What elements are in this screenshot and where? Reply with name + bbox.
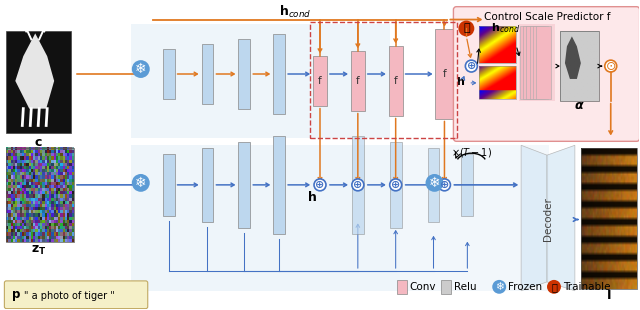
Bar (479, 26, 516, 63)
Circle shape (390, 179, 402, 191)
Text: Relu: Relu (454, 282, 477, 292)
Polygon shape (399, 145, 549, 291)
Circle shape (314, 179, 326, 191)
Bar (581, 148, 637, 289)
Text: Conv: Conv (410, 282, 436, 292)
Text: $\mathbf{z_T}$: $\mathbf{z_T}$ (31, 244, 46, 257)
Polygon shape (131, 145, 399, 291)
Circle shape (547, 280, 561, 294)
Bar (524, 26, 538, 99)
Text: ⊙: ⊙ (605, 60, 616, 73)
Polygon shape (565, 36, 581, 79)
Text: f: f (443, 69, 446, 79)
Bar (6, 148, 74, 242)
FancyBboxPatch shape (4, 281, 148, 309)
Bar (442, 280, 451, 294)
Text: ❄: ❄ (495, 282, 504, 292)
Bar (6, 31, 71, 133)
Text: f: f (318, 76, 322, 86)
Text: 🔥: 🔥 (551, 282, 557, 292)
Bar (533, 26, 548, 99)
Bar (202, 44, 214, 104)
Bar (527, 26, 541, 99)
Bar (461, 154, 474, 215)
Bar (352, 136, 364, 234)
Text: $\mathbf{p}$: $\mathbf{p}$ (12, 289, 21, 303)
Bar (435, 29, 453, 118)
Bar (238, 39, 250, 108)
Bar (273, 34, 285, 113)
Text: ⊕: ⊕ (316, 180, 324, 190)
Circle shape (132, 60, 150, 78)
Bar (428, 148, 440, 222)
Text: " a photo of tiger ": " a photo of tiger " (24, 291, 115, 301)
Text: Decoder: Decoder (543, 197, 553, 241)
Bar (397, 280, 406, 294)
Circle shape (605, 60, 617, 72)
Text: $\boldsymbol{\alpha}$: $\boldsymbol{\alpha}$ (573, 99, 584, 112)
Bar (530, 26, 545, 99)
Text: f: f (356, 76, 360, 86)
Bar (310, 21, 458, 138)
Bar (163, 154, 175, 215)
Bar (238, 142, 250, 228)
Text: $\times(T-1)$: $\times(T-1)$ (451, 146, 492, 159)
Bar (560, 31, 599, 101)
Bar (202, 148, 214, 222)
Text: ❄: ❄ (135, 176, 147, 190)
Text: Trainable: Trainable (563, 282, 611, 292)
Circle shape (438, 179, 451, 191)
Circle shape (132, 174, 150, 192)
Bar (351, 51, 365, 111)
Circle shape (465, 60, 477, 72)
Text: ❄: ❄ (429, 176, 440, 190)
Text: $\mathbf{h}$: $\mathbf{h}$ (307, 190, 317, 204)
Bar (390, 142, 402, 228)
Bar (519, 24, 555, 101)
Circle shape (492, 280, 506, 294)
Text: 🔥: 🔥 (463, 24, 470, 33)
Bar (388, 46, 403, 116)
Text: $\mathbf{I}$: $\mathbf{I}$ (606, 289, 611, 302)
Bar (313, 56, 327, 106)
FancyBboxPatch shape (453, 7, 639, 141)
Text: Frozen: Frozen (508, 282, 542, 292)
Text: ⊕: ⊕ (391, 180, 401, 190)
Bar (536, 26, 551, 99)
Text: $\mathbf{h}_{cond}$: $\mathbf{h}_{cond}$ (279, 4, 311, 20)
Circle shape (352, 179, 364, 191)
Polygon shape (547, 145, 575, 291)
Polygon shape (521, 145, 547, 291)
Polygon shape (131, 24, 390, 138)
Bar (163, 49, 175, 99)
Text: ⊕: ⊕ (440, 180, 449, 190)
Text: $\mathbf{h}$: $\mathbf{h}$ (456, 75, 465, 87)
Circle shape (458, 20, 474, 36)
Bar (273, 136, 285, 234)
Bar (479, 66, 516, 99)
Text: ⊕: ⊕ (353, 180, 362, 190)
Text: ❄: ❄ (135, 62, 147, 76)
Text: ⊕: ⊕ (467, 61, 476, 71)
Polygon shape (15, 33, 54, 108)
Bar (520, 26, 535, 99)
Text: $\mathbf{c}$: $\mathbf{c}$ (34, 136, 42, 149)
Text: $\mathbf{h}_{cond}$: $\mathbf{h}_{cond}$ (492, 22, 520, 35)
Text: f: f (394, 76, 397, 86)
Circle shape (426, 174, 444, 192)
Text: Control Scale Predictor f: Control Scale Predictor f (484, 11, 611, 22)
